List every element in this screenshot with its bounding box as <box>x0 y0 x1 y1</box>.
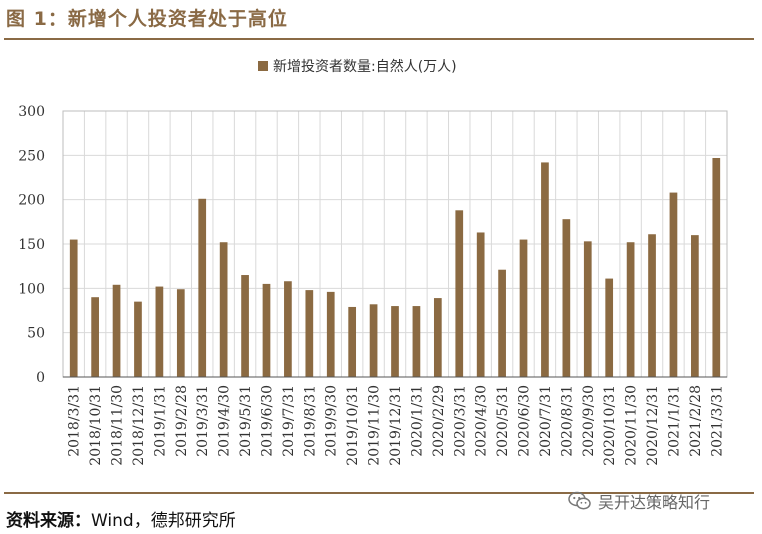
bar <box>91 297 99 377</box>
footer-divider <box>4 492 754 494</box>
x-tick-label: 2019/1/31 <box>152 385 168 457</box>
x-tick-label: 2018/10/31 <box>88 385 104 466</box>
x-tick-label: 2020/11/30 <box>624 385 640 466</box>
x-tick-label: 2019/9/30 <box>324 385 340 457</box>
bar <box>284 281 292 377</box>
bar <box>498 269 506 377</box>
bar <box>219 242 228 377</box>
bar <box>112 284 121 377</box>
y-tick-label: 100 <box>18 281 45 297</box>
x-tick-label: 2018/11/30 <box>110 385 126 466</box>
y-tick-label: 150 <box>18 237 45 253</box>
x-tick-label: 2020/7/31 <box>538 385 554 457</box>
bar <box>455 210 464 377</box>
bar <box>391 306 399 377</box>
x-tick-label: 2019/6/30 <box>259 385 275 457</box>
x-tick-label: 2019/4/30 <box>217 385 233 457</box>
source-note: 资料来源：Wind，德邦研究所 <box>6 506 236 531</box>
bar <box>648 234 656 377</box>
y-tick-label: 0 <box>36 370 45 386</box>
y-tick-label: 50 <box>27 326 45 342</box>
x-tick-label: 2020/8/31 <box>559 385 575 457</box>
x-tick-label: 2018/12/31 <box>131 385 147 466</box>
bar <box>198 198 207 377</box>
y-tick-label: 250 <box>18 148 45 164</box>
wechat-icon <box>568 491 591 510</box>
x-tick-label: 2020/1/31 <box>409 385 425 457</box>
bar <box>691 235 699 377</box>
bar <box>134 301 142 377</box>
bar <box>348 306 357 377</box>
x-tick-label: 2020/4/30 <box>474 385 490 457</box>
bar <box>541 162 549 377</box>
x-tick-label: 2020/10/31 <box>602 385 618 466</box>
bar <box>583 241 592 377</box>
bar <box>433 298 442 377</box>
x-tick-label: 2020/12/31 <box>645 385 661 466</box>
bar <box>476 232 485 377</box>
source-text: Wind，德邦研究所 <box>91 511 236 531</box>
y-tick-label: 200 <box>18 193 45 209</box>
x-tick-label: 2020/6/30 <box>517 385 533 457</box>
bar <box>712 157 721 377</box>
bar <box>605 278 614 377</box>
x-tick-label: 2020/5/31 <box>495 385 511 457</box>
legend-label: 新增投资者数量:自然人(万人) <box>273 58 457 75</box>
x-tick-label: 2018/3/31 <box>67 385 83 457</box>
bar <box>369 304 378 377</box>
y-tick-label: 300 <box>18 104 45 120</box>
bar <box>176 289 185 377</box>
x-tick-label: 2019/8/31 <box>302 385 318 457</box>
bar <box>155 286 164 377</box>
legend-swatch <box>258 61 268 71</box>
x-tick-label: 2019/5/31 <box>238 385 254 457</box>
x-tick-label: 2019/7/31 <box>281 385 297 457</box>
bar <box>519 239 528 377</box>
x-tick-label: 2021/1/31 <box>666 385 682 457</box>
x-tick-label: 2021/2/28 <box>688 385 704 457</box>
x-tick-label: 2019/10/31 <box>345 385 361 466</box>
bar <box>69 239 78 377</box>
watermark: 吴开达策略知行 <box>568 488 710 514</box>
x-tick-label: 2019/12/31 <box>388 385 404 466</box>
watermark-text: 吴开达策略知行 <box>598 493 711 512</box>
figure-title: 图 1：新增个人投资者处于高位 <box>6 8 288 30</box>
bar <box>669 192 678 377</box>
bar <box>262 283 271 377</box>
bar <box>562 219 571 377</box>
source-label: 资料来源： <box>6 511 91 531</box>
bar <box>241 275 249 377</box>
bar <box>626 242 635 377</box>
x-tick-label: 2020/2/29 <box>431 385 447 457</box>
bar <box>305 290 314 377</box>
title-divider <box>4 38 754 40</box>
x-tick-label: 2020/9/30 <box>581 385 597 457</box>
x-tick-label: 2019/11/30 <box>367 385 383 466</box>
x-tick-label: 2019/2/28 <box>174 385 190 457</box>
bar-chart: 0 50 100 150 200 250 300 2018/3/31 2018/10/31 201… <box>18 58 728 466</box>
bar <box>412 306 421 377</box>
x-tick-label: 2019/3/31 <box>195 385 211 457</box>
x-tick-label: 2020/3/31 <box>452 385 468 457</box>
bar <box>326 291 335 377</box>
x-tick-label: 2021/3/31 <box>709 385 725 457</box>
